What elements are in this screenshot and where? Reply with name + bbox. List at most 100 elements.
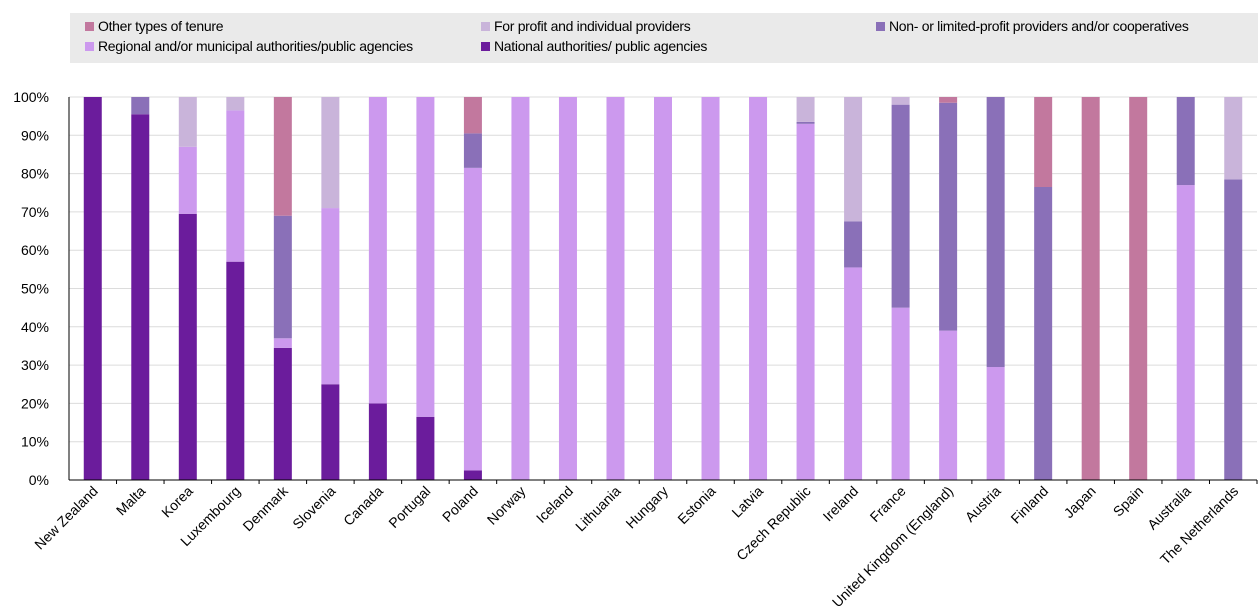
legend-swatch bbox=[481, 21, 490, 31]
legend-item-non-profit: Non- or limited-profit providers and/or … bbox=[876, 18, 1189, 34]
legend-label: For profit and individual providers bbox=[494, 18, 691, 34]
bar-segment bbox=[891, 307, 910, 480]
x-tick-label: Spain bbox=[1110, 483, 1147, 520]
y-tick-label: 40% bbox=[21, 319, 49, 335]
x-tick-label: Latvia bbox=[728, 483, 766, 521]
bar-segment bbox=[178, 97, 197, 147]
bar-segment bbox=[1081, 97, 1100, 480]
y-tick-label: 30% bbox=[21, 357, 49, 373]
bar-segment bbox=[1034, 187, 1053, 480]
bar-segment bbox=[1034, 97, 1053, 188]
bar-segment bbox=[891, 104, 910, 308]
bar-segment bbox=[368, 403, 387, 480]
x-tick-label: Denmark bbox=[239, 482, 291, 534]
legend-label: Other types of tenure bbox=[98, 18, 224, 34]
chart-legend: Other types of tenure For profit and ind… bbox=[70, 13, 1258, 63]
legend-item-for-profit: For profit and individual providers bbox=[481, 18, 691, 34]
x-tick-label: New Zealand bbox=[31, 483, 101, 553]
bar-segment bbox=[321, 384, 340, 480]
bar-segment bbox=[701, 97, 720, 480]
x-tick-label: Estonia bbox=[674, 483, 718, 527]
legend-item-regional: Regional and/or municipal authorities/pu… bbox=[85, 38, 413, 54]
bar-segment bbox=[178, 146, 197, 214]
x-tick-label: Ireland bbox=[820, 483, 862, 525]
x-tick-label: Norway bbox=[484, 483, 529, 528]
bar-segment bbox=[416, 97, 435, 417]
bar-segment bbox=[654, 97, 672, 480]
legend-label: Non- or limited-profit providers and/or … bbox=[889, 18, 1189, 34]
bar-segment bbox=[83, 97, 102, 480]
bar-segment bbox=[131, 97, 150, 115]
legend-swatch bbox=[85, 21, 94, 31]
x-tick-label: Finland bbox=[1007, 483, 1051, 527]
bar-segment bbox=[226, 261, 245, 480]
x-tick-label: Austria bbox=[962, 483, 1004, 525]
y-tick-label: 90% bbox=[21, 127, 49, 143]
bar-segment bbox=[844, 221, 863, 268]
x-tick-label: Poland bbox=[439, 483, 481, 525]
x-tick-label: France bbox=[867, 483, 909, 525]
y-tick-label: 70% bbox=[21, 204, 49, 220]
bar-segment bbox=[844, 267, 863, 480]
bar-segment bbox=[796, 121, 815, 124]
y-tick-label: 80% bbox=[21, 166, 49, 182]
bar-segment bbox=[844, 97, 863, 222]
bar-segment bbox=[226, 97, 245, 111]
bar-segment bbox=[1224, 179, 1243, 480]
x-tick-label: Portugal bbox=[385, 483, 433, 531]
y-tick-label: 20% bbox=[21, 395, 49, 411]
legend-swatch bbox=[481, 41, 490, 51]
x-tick-label: Slovenia bbox=[289, 483, 338, 532]
bar-segment bbox=[416, 416, 435, 480]
legend-label: Regional and/or municipal authorities/pu… bbox=[98, 38, 413, 54]
bar-segment bbox=[891, 97, 910, 105]
bar-segment bbox=[796, 123, 815, 480]
x-tick-label: Hungary bbox=[622, 483, 671, 532]
bar-segment bbox=[986, 367, 1005, 480]
bar-segment bbox=[796, 97, 815, 122]
bar-segment bbox=[511, 97, 530, 480]
legend-label: National authorities/ public agencies bbox=[494, 38, 708, 54]
legend-item-other-tenure: Other types of tenure bbox=[85, 18, 224, 34]
y-tick-label: 60% bbox=[21, 242, 49, 258]
bar-segment bbox=[463, 167, 482, 471]
legend-item-national: National authorities/ public agencies bbox=[481, 38, 707, 54]
bar-segment bbox=[939, 102, 958, 331]
bar-segment bbox=[273, 338, 292, 348]
bar-segment bbox=[321, 97, 340, 209]
bar-segment bbox=[749, 97, 768, 480]
x-tick-label: Korea bbox=[158, 483, 196, 521]
bar-segment bbox=[606, 97, 625, 480]
y-tick-label: 10% bbox=[21, 434, 49, 450]
x-tick-label: Malta bbox=[113, 483, 149, 519]
bar-segment bbox=[273, 97, 292, 216]
y-tick-label: 50% bbox=[21, 281, 49, 297]
bar-segment bbox=[1176, 97, 1195, 186]
legend-swatch bbox=[876, 21, 885, 31]
bar-segment bbox=[939, 330, 958, 480]
bar-segment bbox=[226, 110, 245, 262]
bar-segment bbox=[131, 114, 150, 481]
x-tick-label: Iceland bbox=[533, 483, 576, 526]
y-tick-label: 100% bbox=[13, 89, 49, 105]
bar-segment bbox=[1176, 185, 1195, 480]
bar-segment bbox=[939, 97, 958, 103]
bar-segment bbox=[463, 133, 482, 168]
x-tick-label: Japan bbox=[1061, 483, 1099, 521]
bar-segment bbox=[463, 470, 482, 480]
legend-swatch bbox=[85, 41, 94, 51]
bar-segment bbox=[1224, 97, 1243, 180]
bar-segment bbox=[321, 208, 340, 385]
bar-segment bbox=[368, 97, 387, 404]
bar-segment bbox=[273, 215, 292, 339]
bar-segment bbox=[986, 97, 1005, 368]
bar-segment bbox=[558, 97, 577, 480]
bar-segment bbox=[273, 347, 292, 480]
bar-segment bbox=[178, 213, 197, 480]
y-tick-label: 0% bbox=[29, 472, 49, 488]
bar-segment bbox=[463, 97, 482, 134]
x-tick-label: Canada bbox=[340, 483, 386, 529]
bar-segment bbox=[1129, 97, 1148, 480]
x-tick-label: Lithuania bbox=[572, 483, 624, 535]
